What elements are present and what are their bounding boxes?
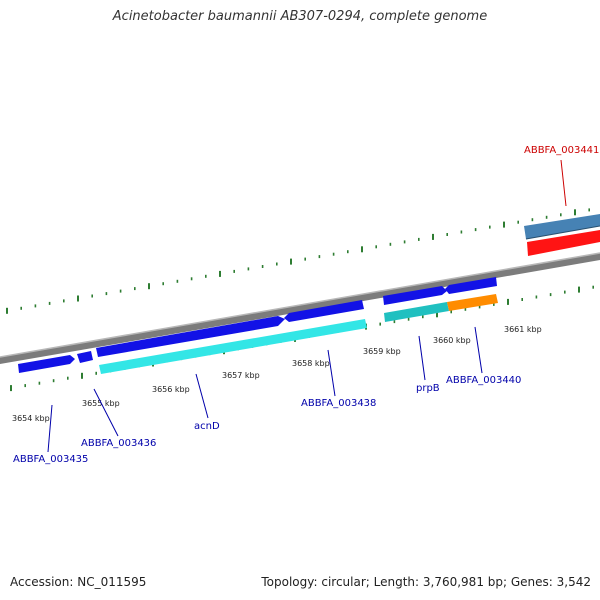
genome-summary-text: Topology: circular; Length: 3,760,981 bp…: [261, 575, 591, 589]
gene-feature-forward[interactable]: [18, 355, 75, 373]
gene-feature-forward[interactable]: [96, 316, 285, 357]
genome-backbone: [0, 253, 600, 364]
gene-feature-forward[interactable]: [445, 277, 497, 294]
gene-label-acnd[interactable]: acnD: [194, 421, 220, 432]
tick-label: 3656 kbp: [152, 385, 190, 394]
gene-feature-orange[interactable]: [447, 294, 498, 311]
gene-label-abbfa-003435[interactable]: ABBFA_003435: [13, 454, 88, 465]
genome-map: 3654 kbp 3655 kbp 3656 kbp 3657 kbp 3658…: [0, 145, 600, 465]
tick-label: 3658 kbp: [292, 359, 330, 368]
gene-feature-steel[interactable]: [524, 214, 600, 239]
gene-label-prpb[interactable]: prpB: [416, 383, 440, 394]
accession-text: Accession: NC_011595: [10, 575, 147, 589]
gene-label-leaders: [47, 159, 567, 453]
tick-row-upper: [6, 208, 591, 314]
gene-feature-forward[interactable]: [77, 351, 93, 363]
gene-feature-reverse[interactable]: [384, 302, 449, 322]
gene-feature-forward[interactable]: [383, 286, 447, 305]
reverse-features: [99, 214, 600, 374]
forward-features: [18, 277, 497, 373]
gene-feature-forward[interactable]: [284, 300, 364, 322]
map-title: Acinetobacter baumannii AB307-0294, comp…: [112, 9, 488, 24]
tick-label: 3661 kbp: [504, 325, 542, 334]
gene-label-abbfa-003438[interactable]: ABBFA_003438: [301, 398, 376, 409]
tick-label: 3657 kbp: [222, 371, 260, 380]
gene-label-abbfa-003436[interactable]: ABBFA_003436: [81, 438, 156, 449]
tick-label: 3659 kbp: [363, 347, 401, 356]
gene-feature-red[interactable]: [527, 230, 600, 256]
gene-labels: ABBFA_003435 ABBFA_003436 acnD ABBFA_003…: [13, 145, 599, 465]
tick-label: 3660 kbp: [433, 336, 471, 345]
tick-label: 3654 kbp: [12, 414, 50, 423]
gene-feature-reverse[interactable]: [99, 319, 367, 374]
gene-label-abbfa-003440[interactable]: ABBFA_003440: [446, 375, 521, 386]
gene-label-abbfa-003441[interactable]: ABBFA_003441: [524, 145, 599, 156]
